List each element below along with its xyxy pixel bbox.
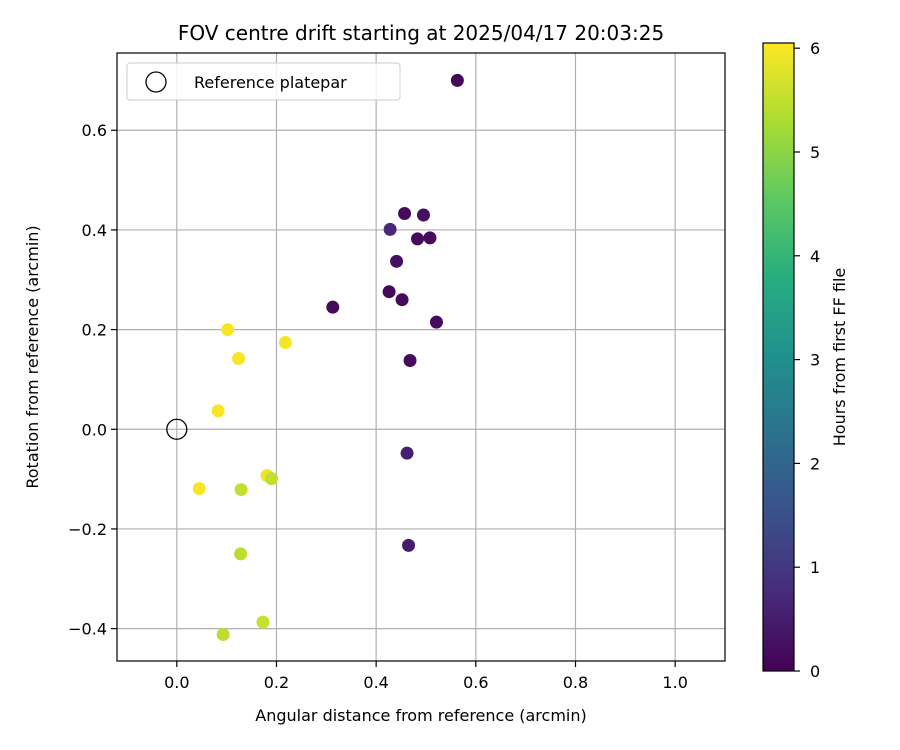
data-point xyxy=(416,208,430,222)
colorbar-tick-label: 2 xyxy=(810,454,820,473)
data-point xyxy=(234,547,248,561)
colorbar: 0 1 2 3 4 5 6 Hours from first FF file xyxy=(762,39,849,681)
colorbar-tick-label: 4 xyxy=(810,247,820,266)
x-axis-label: Angular distance from reference (arcmin) xyxy=(255,706,586,725)
data-point xyxy=(278,336,292,350)
data-point xyxy=(403,353,417,367)
data-point xyxy=(400,446,414,460)
colorbar-ticks: 0 1 2 3 4 5 6 xyxy=(794,39,820,681)
data-point xyxy=(429,315,443,329)
data-point xyxy=(398,206,412,220)
data-point xyxy=(221,323,235,337)
colorbar-gradient xyxy=(762,42,795,672)
colorbar-tick-label: 6 xyxy=(810,39,820,58)
colorbar-tick-label: 3 xyxy=(810,351,820,370)
x-tick-label: 0.0 xyxy=(164,673,189,692)
y-tick-label: 0.0 xyxy=(82,420,107,439)
y-tick-label: 0.2 xyxy=(82,321,107,340)
chart-title: FOV centre drift starting at 2025/04/17 … xyxy=(178,21,664,45)
y-tick-label: −0.2 xyxy=(68,520,107,539)
data-point xyxy=(395,293,409,307)
x-axis-ticks: 0.0 0.2 0.4 0.6 0.8 1.0 xyxy=(164,661,688,692)
legend-entry-reference-platepar: Reference platepar xyxy=(194,73,347,92)
y-tick-label: 0.4 xyxy=(82,221,107,240)
data-point xyxy=(383,222,397,236)
legend: Reference platepar xyxy=(126,62,401,101)
data-point xyxy=(256,615,270,629)
data-point xyxy=(423,231,437,245)
grid-lines xyxy=(117,53,725,661)
y-tick-label: 0.6 xyxy=(82,121,107,140)
data-point xyxy=(211,404,225,418)
data-point xyxy=(382,285,396,299)
data-point xyxy=(234,483,248,497)
colorbar-tick-label: 0 xyxy=(810,662,820,681)
data-point xyxy=(232,351,246,365)
colorbar-tick-label: 5 xyxy=(810,143,820,162)
y-tick-label: −0.4 xyxy=(68,620,107,639)
data-point xyxy=(264,472,278,486)
plot-frame xyxy=(116,52,726,662)
y-axis-label: Rotation from reference (arcmin) xyxy=(23,225,42,488)
data-point xyxy=(450,73,464,87)
x-tick-label: 0.2 xyxy=(264,673,289,692)
data-point xyxy=(192,482,206,496)
legend-box xyxy=(126,62,401,101)
legend-reference-marker xyxy=(145,71,167,93)
colorbar-tick-label: 1 xyxy=(810,558,820,577)
y-axis-ticks: −0.4 −0.2 0.0 0.2 0.4 0.6 xyxy=(68,121,117,639)
data-point xyxy=(326,300,340,314)
data-point xyxy=(216,628,230,642)
reference-platepar-marker xyxy=(166,418,188,440)
x-tick-label: 1.0 xyxy=(662,673,687,692)
data-point xyxy=(411,232,425,246)
data-point xyxy=(390,254,404,268)
x-tick-label: 0.4 xyxy=(363,673,388,692)
x-tick-label: 0.6 xyxy=(463,673,488,692)
x-tick-label: 0.8 xyxy=(563,673,588,692)
data-point xyxy=(402,538,416,552)
data-points xyxy=(166,73,464,642)
colorbar-label: Hours from first FF file xyxy=(830,268,849,447)
